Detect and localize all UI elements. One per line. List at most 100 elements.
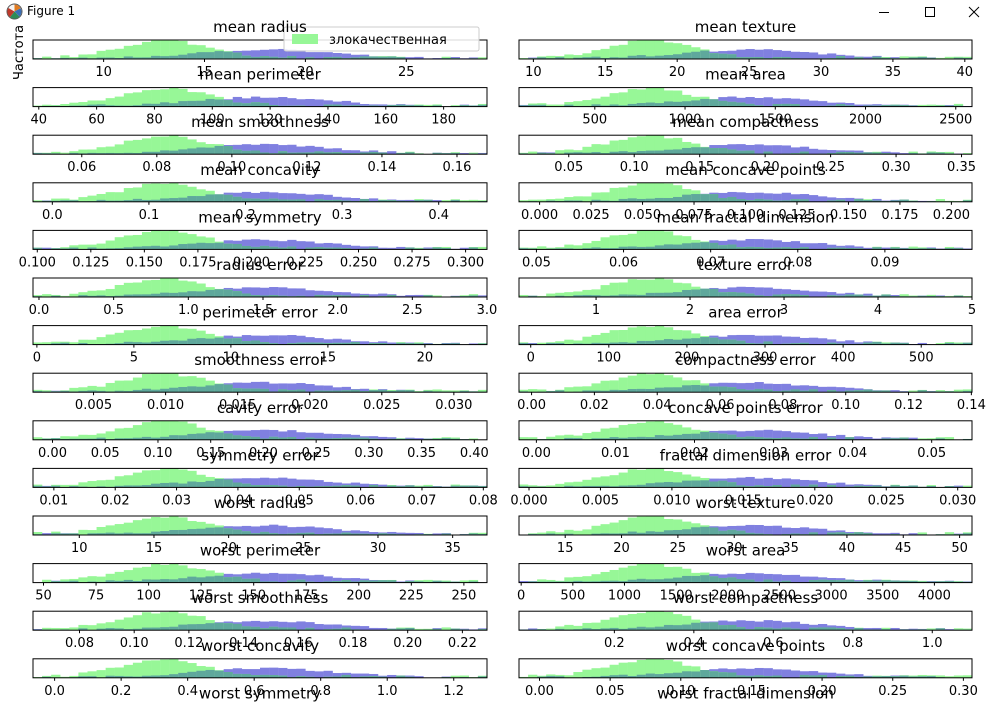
histogram-bar bbox=[205, 576, 215, 583]
histogram-bar bbox=[178, 624, 188, 631]
histogram-bar bbox=[781, 50, 791, 59]
histogram-bar bbox=[845, 437, 855, 440]
histogram-bar bbox=[423, 579, 433, 583]
histogram-bar bbox=[863, 436, 873, 440]
histogram-bar bbox=[854, 581, 864, 583]
histogram-bar bbox=[250, 150, 261, 155]
histogram-bar bbox=[96, 628, 106, 631]
histogram-bar bbox=[745, 476, 755, 488]
histogram-bar bbox=[187, 92, 197, 107]
close-button[interactable] bbox=[951, 0, 991, 24]
histogram-bar bbox=[836, 104, 846, 107]
histogram-bar bbox=[96, 199, 106, 202]
histogram-bar bbox=[468, 295, 479, 297]
histogram-bar bbox=[618, 662, 628, 678]
axes-frame bbox=[518, 39, 973, 60]
histogram-bar bbox=[654, 340, 665, 345]
histogram-bar bbox=[132, 662, 143, 678]
histogram-bar bbox=[564, 244, 574, 250]
histogram-bar bbox=[700, 337, 710, 345]
histogram-bar bbox=[141, 199, 152, 202]
histogram-bar bbox=[160, 388, 170, 393]
histogram-bar bbox=[663, 197, 674, 202]
histogram-bar bbox=[754, 105, 764, 107]
histogram-bar bbox=[423, 486, 433, 488]
x-tick-label: 20 bbox=[297, 65, 314, 80]
x-tick-label: 3.0 bbox=[477, 303, 498, 318]
histogram-bar bbox=[781, 437, 791, 440]
histogram-bar bbox=[78, 387, 88, 393]
histogram-bar bbox=[178, 661, 188, 678]
histogram-bar bbox=[618, 105, 628, 107]
histogram-bar bbox=[105, 240, 115, 250]
histogram-bar bbox=[187, 433, 197, 440]
histogram-bar bbox=[405, 57, 415, 59]
histogram-bar bbox=[60, 579, 70, 583]
histogram-bar bbox=[763, 383, 773, 393]
histogram-bar bbox=[96, 386, 106, 393]
histogram-bar bbox=[114, 390, 124, 393]
histogram-bar bbox=[350, 530, 361, 535]
histogram-bar bbox=[645, 611, 656, 631]
histogram-bar bbox=[241, 144, 252, 155]
histogram-bar bbox=[899, 56, 909, 59]
histogram-bar bbox=[953, 675, 964, 678]
histogram-bar bbox=[546, 293, 556, 297]
maximize-button[interactable] bbox=[907, 0, 953, 24]
histogram-bar bbox=[296, 432, 306, 440]
histogram-bar bbox=[636, 340, 647, 345]
histogram-bar bbox=[808, 337, 819, 345]
histogram-bar bbox=[187, 243, 197, 250]
histogram-bar bbox=[123, 676, 134, 678]
histogram-bar bbox=[636, 659, 647, 678]
histogram-bar bbox=[763, 341, 773, 345]
histogram-bars bbox=[519, 40, 972, 59]
histogram-bar bbox=[260, 199, 270, 202]
histogram-bar bbox=[763, 668, 773, 678]
panel-title: perimeter error bbox=[202, 304, 318, 322]
histogram-bar bbox=[341, 197, 351, 202]
x-tick-label: 40 bbox=[839, 541, 856, 556]
histogram-bar bbox=[609, 389, 619, 393]
histogram-bar bbox=[341, 244, 351, 250]
x-tick-label: 0.00 bbox=[525, 684, 554, 699]
histogram-bar bbox=[600, 675, 610, 678]
panel-title: mean concavity bbox=[200, 161, 320, 179]
histogram-bar bbox=[654, 387, 665, 393]
histogram-bar bbox=[387, 628, 397, 631]
histogram-bar bbox=[350, 625, 361, 631]
histogram-bar bbox=[799, 674, 810, 678]
histogram-bar bbox=[141, 388, 152, 393]
histogram-bar bbox=[305, 670, 315, 678]
histogram-bar bbox=[51, 343, 61, 345]
histogram-bar bbox=[618, 377, 628, 393]
histogram-bar bbox=[278, 199, 288, 202]
histogram-bar bbox=[332, 199, 342, 202]
histogram-bar bbox=[836, 387, 846, 393]
histogram-bar bbox=[314, 146, 324, 155]
histogram-bar bbox=[69, 247, 79, 250]
histogram-bar bbox=[87, 54, 97, 59]
histogram-bar bbox=[287, 144, 297, 155]
histogram-bar bbox=[736, 477, 746, 488]
x-tick-label: 0.015 bbox=[725, 493, 762, 508]
histogram-bar bbox=[450, 152, 460, 155]
histogram-bar bbox=[727, 54, 737, 59]
x-tick-label: 0.8 bbox=[842, 636, 863, 651]
histogram-bar bbox=[709, 194, 719, 202]
histogram-bar bbox=[123, 330, 134, 345]
histogram-bar bbox=[405, 390, 415, 393]
histogram-bar bbox=[323, 339, 333, 345]
histogram-bar bbox=[332, 342, 342, 345]
histogram-bar bbox=[378, 341, 388, 345]
histogram-bar bbox=[609, 427, 619, 440]
minimize-button[interactable] bbox=[861, 0, 907, 24]
histogram-bar bbox=[519, 486, 529, 488]
histogram-bar bbox=[323, 148, 333, 155]
histogram-bar bbox=[827, 200, 837, 202]
histogram-bar bbox=[33, 390, 43, 393]
histogram-bar bbox=[700, 385, 710, 393]
x-tick-label: 10 bbox=[95, 65, 112, 80]
histogram-bar bbox=[627, 613, 637, 631]
x-tick-label: 15 bbox=[557, 541, 574, 556]
